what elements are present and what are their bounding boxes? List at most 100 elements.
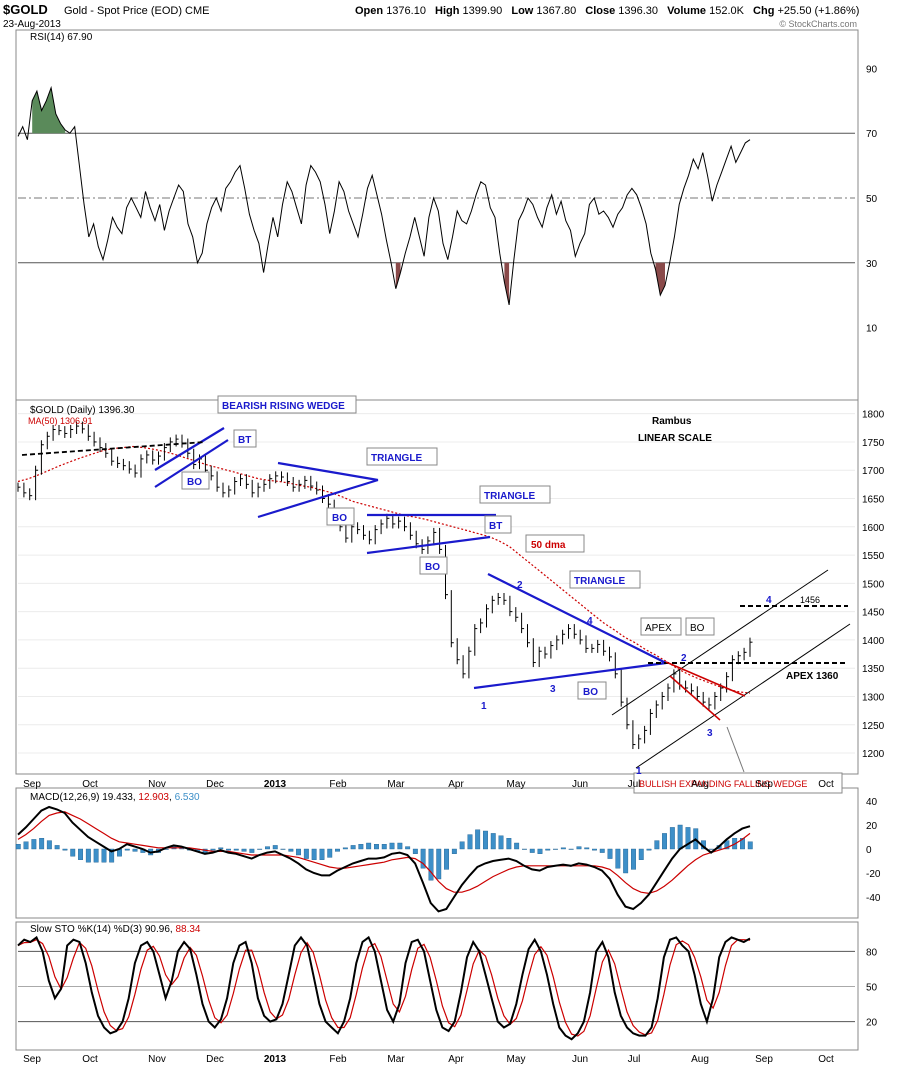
price-tick-label: 1650 bbox=[862, 495, 885, 506]
macd-histogram-bar bbox=[654, 840, 660, 850]
wedge-label-pointer bbox=[726, 726, 745, 773]
macd-histogram-bar bbox=[303, 848, 309, 859]
month-label-price: Dec bbox=[206, 779, 224, 790]
price-chart: 1800175017001650160015501500145014001350… bbox=[17, 410, 885, 760]
month-label-bottom: Oct bbox=[82, 1054, 98, 1065]
macd-panel bbox=[15, 787, 859, 919]
label-apex: APEX bbox=[645, 623, 672, 634]
macd-histogram-bar bbox=[280, 848, 286, 850]
month-label-price: 2013 bbox=[264, 779, 287, 790]
label-50dma: 50 dma bbox=[531, 540, 566, 551]
macd-histogram-bar bbox=[70, 848, 76, 857]
macd-histogram-bar bbox=[85, 848, 91, 863]
macd-histogram-bar bbox=[405, 846, 411, 850]
label-bo-5: BO bbox=[583, 687, 598, 698]
macd-histogram-bar bbox=[490, 833, 496, 850]
macd-histogram-bar bbox=[576, 846, 582, 850]
price-tick-label: 1750 bbox=[862, 438, 885, 449]
macd-histogram-bar bbox=[553, 848, 558, 850]
month-label-bottom: Nov bbox=[148, 1054, 166, 1065]
macd-histogram-bar bbox=[498, 835, 504, 850]
ma50-line bbox=[17, 445, 751, 694]
label-triangle-3: TRIANGLE bbox=[574, 576, 625, 587]
macd-histogram-bar bbox=[623, 848, 629, 874]
wedge1-upper-line bbox=[154, 427, 225, 471]
month-label-price: Sep bbox=[755, 779, 773, 790]
macd-histogram-bar bbox=[358, 844, 364, 850]
sto-title: Slow STO %K(14) %D(3) 90.96, 88.34 bbox=[30, 924, 201, 935]
macd-histogram-bar bbox=[412, 848, 418, 855]
label-wave-1b: 1 bbox=[636, 766, 642, 777]
macd-histogram-bar bbox=[475, 829, 481, 850]
price-tick-label: 1400 bbox=[862, 636, 885, 647]
macd-histogram-bar bbox=[428, 848, 434, 881]
sto-panel bbox=[15, 921, 859, 1051]
month-label-bottom: Jun bbox=[572, 1054, 588, 1065]
macd-histogram-bar bbox=[374, 844, 379, 850]
triangle2-lower-line bbox=[366, 535, 491, 555]
macd-histogram-bar bbox=[319, 848, 325, 861]
macd-histogram-bar bbox=[296, 848, 301, 856]
header-ohlc: Open 1376.10 High 1399.90 Low 1367.80 Cl… bbox=[355, 5, 859, 17]
macd-histogram-bar bbox=[708, 848, 714, 850]
macd-line bbox=[17, 805, 751, 913]
month-label-bottom: Dec bbox=[206, 1054, 224, 1065]
macd-histogram-bar bbox=[62, 848, 68, 851]
label-wave-3a: 3 bbox=[550, 684, 556, 695]
triangle3-upper-line bbox=[487, 573, 667, 664]
month-label-bottom: Mar bbox=[387, 1054, 405, 1065]
month-label-bottom: Aug bbox=[691, 1054, 709, 1065]
macd-signal-line bbox=[17, 811, 751, 895]
label-wave-3b: 3 bbox=[707, 728, 713, 739]
macd-histogram-bar bbox=[54, 845, 60, 850]
price-tick-label: 1300 bbox=[862, 692, 885, 703]
rsi-oversold-fill bbox=[655, 262, 665, 296]
month-label-price: Apr bbox=[448, 779, 464, 790]
macd-histogram-bar bbox=[241, 848, 247, 852]
macd-histogram-bar bbox=[529, 848, 535, 853]
price-tick-label: 1550 bbox=[862, 551, 885, 562]
sto-k-line bbox=[17, 935, 751, 1041]
rsi-tick-label: 90 bbox=[866, 64, 878, 75]
macd-tick-label: 0 bbox=[866, 845, 872, 856]
macd-histogram-bar bbox=[233, 848, 239, 851]
macd-histogram-bar bbox=[677, 824, 683, 850]
pattern-lines bbox=[154, 427, 667, 690]
macd-tick-label: 40 bbox=[866, 797, 878, 808]
triangle1-upper-line bbox=[277, 461, 379, 482]
label-triangle-2: TRIANGLE bbox=[484, 491, 535, 502]
macd-histogram-bar bbox=[631, 848, 636, 870]
rsi-oversold-fill bbox=[395, 262, 401, 289]
sto-tick-label: 80 bbox=[866, 947, 878, 958]
month-label-bottom: Sep bbox=[23, 1054, 41, 1065]
month-label-bottom: Apr bbox=[448, 1054, 464, 1065]
month-label-price: Sep bbox=[23, 779, 41, 790]
macd-histogram-bar bbox=[366, 842, 372, 850]
macd-histogram-bar bbox=[685, 827, 691, 850]
label-wave-1a: 1 bbox=[481, 701, 487, 712]
macd-histogram-bar bbox=[537, 848, 543, 855]
label-bo-4: BO bbox=[690, 623, 705, 634]
label-bo-2: BO bbox=[332, 513, 347, 524]
callouts: BEARISH RISING WEDGE BT BO TRIANGLE BO T… bbox=[181, 395, 843, 794]
falling-wedge-upper-line bbox=[665, 661, 746, 697]
label-rambus: Rambus bbox=[652, 416, 692, 427]
price-tick-label: 1250 bbox=[862, 721, 885, 732]
rsi-tick-label: 50 bbox=[866, 194, 878, 205]
month-label-bottom: 2013 bbox=[264, 1054, 287, 1065]
rsi-panel bbox=[15, 29, 859, 401]
month-label-bottom: Sep bbox=[755, 1054, 773, 1065]
macd-histogram-bar bbox=[15, 844, 21, 850]
macd-histogram-bar bbox=[483, 830, 488, 850]
price-tick-label: 1200 bbox=[862, 749, 885, 760]
macd-histogram-bar bbox=[257, 848, 263, 850]
label-wave-4a: 4 bbox=[587, 616, 593, 627]
macd-histogram-bar bbox=[78, 848, 84, 861]
header-symbol: $GOLD bbox=[3, 2, 48, 17]
price-tick-label: 1450 bbox=[862, 608, 885, 619]
macd-histogram-bar bbox=[560, 847, 566, 850]
macd-histogram-bar bbox=[381, 844, 387, 850]
macd-histogram-bar bbox=[444, 848, 449, 870]
price-panel bbox=[15, 399, 859, 775]
